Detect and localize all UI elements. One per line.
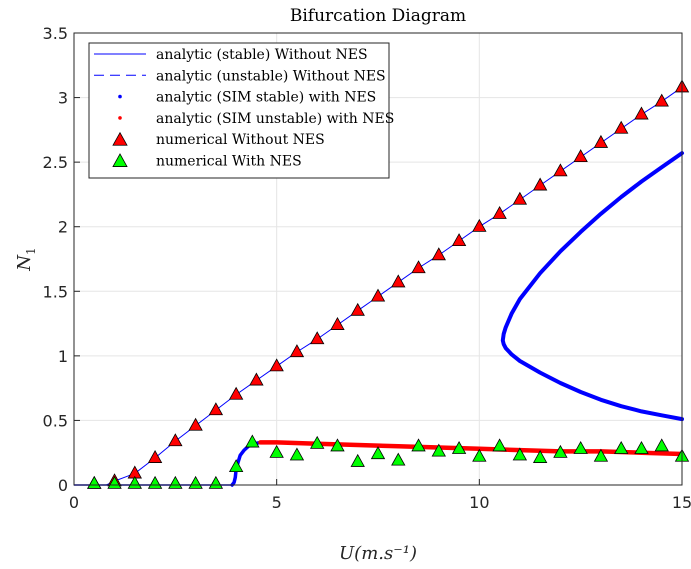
marker-numerical-with-nes xyxy=(553,444,568,458)
axis-ticks: 0 5 10 15 0 0.5 1 1.5 2 2.5 3 3.5 xyxy=(43,24,691,512)
marker-numerical-without-nes xyxy=(492,205,507,219)
y-tick-label: 1.5 xyxy=(43,282,68,301)
marker-numerical-without-nes xyxy=(188,417,203,431)
y-axis-label: N1 xyxy=(14,247,38,271)
marker-numerical-without-nes xyxy=(472,218,487,232)
x-tick-label: 15 xyxy=(672,493,691,512)
marker-numerical-with-nes xyxy=(289,447,305,461)
y-axis-label-subscript: 1 xyxy=(24,247,38,255)
marker-numerical-without-nes xyxy=(289,344,305,358)
marker-numerical-without-nes xyxy=(512,191,528,205)
marker-numerical-without-nes xyxy=(208,402,224,416)
marker-numerical-with-nes xyxy=(492,438,507,452)
marker-numerical-without-nes xyxy=(269,358,284,372)
marker-numerical-without-nes xyxy=(350,302,365,316)
legend-swatch-triangle xyxy=(112,153,128,167)
legend-swatch-dot xyxy=(118,94,122,99)
marker-numerical-with-nes xyxy=(614,440,629,454)
marker-numerical-without-nes xyxy=(147,450,163,463)
marker-numerical-with-nes xyxy=(391,452,406,466)
y-axis-label-main: N xyxy=(14,254,35,272)
legend-swatch-dot xyxy=(118,116,122,120)
marker-numerical-without-nes xyxy=(593,134,609,148)
marker-numerical-without-nes xyxy=(451,233,467,247)
y-tick-label: 2.5 xyxy=(43,153,68,172)
legend-swatch-triangle xyxy=(112,131,128,146)
x-axis-label: U(m.s⁻¹) xyxy=(339,543,417,564)
marker-numerical-without-nes xyxy=(532,177,548,191)
marker-numerical-with-nes xyxy=(411,438,426,452)
x-tick-label: 0 xyxy=(69,493,79,512)
marker-numerical-with-nes xyxy=(245,434,260,448)
marker-numerical-without-nes xyxy=(573,149,588,163)
chart-title: Bifurcation Diagram xyxy=(290,6,466,26)
marker-numerical-with-nes xyxy=(350,453,365,467)
marker-numerical-without-nes xyxy=(654,93,669,107)
y-tick-label: 1 xyxy=(58,347,68,366)
marker-numerical-without-nes xyxy=(370,288,386,302)
y-tick-label: 0 xyxy=(58,476,68,495)
marker-numerical-without-nes xyxy=(249,372,264,386)
marker-numerical-without-nes xyxy=(228,386,244,400)
x-tick-label: 10 xyxy=(469,493,489,512)
legend-entry-label: analytic (stable) Without NES xyxy=(156,47,368,63)
marker-numerical-without-nes xyxy=(330,317,345,330)
marker-numerical-with-nes xyxy=(310,435,325,449)
marker-numerical-with-nes xyxy=(593,448,609,462)
marker-numerical-without-nes xyxy=(411,260,426,274)
marker-numerical-without-nes xyxy=(553,163,568,177)
legend-entry-label: analytic (unstable) Without NES xyxy=(156,68,386,84)
y-tick-label: 3 xyxy=(58,89,68,108)
legend-entry-label: analytic (SIM unstable) with NES xyxy=(156,111,394,127)
marker-numerical-with-nes xyxy=(532,450,548,463)
marker-numerical-without-nes xyxy=(168,433,183,447)
y-tick-label: 3.5 xyxy=(43,24,68,43)
marker-numerical-without-nes xyxy=(310,331,325,345)
marker-numerical-without-nes xyxy=(634,106,649,120)
marker-numerical-with-nes xyxy=(573,440,588,454)
marker-numerical-with-nes xyxy=(451,440,467,454)
x-tick-label: 5 xyxy=(272,493,282,512)
y-tick-label: 0.5 xyxy=(43,411,68,430)
marker-numerical-with-nes xyxy=(654,438,669,452)
plot-frame xyxy=(73,32,683,486)
marker-numerical-with-nes xyxy=(228,459,244,473)
legend-box xyxy=(88,42,390,179)
marker-numerical-without-nes xyxy=(431,247,446,261)
marker-numerical-with-nes xyxy=(634,440,649,454)
marker-numerical-without-nes xyxy=(614,120,629,134)
legend-entry-label: numerical With NES xyxy=(156,154,302,170)
marker-numerical-without-nes xyxy=(391,274,406,288)
marker-numerical-with-nes xyxy=(330,438,345,452)
marker-numerical-with-nes xyxy=(512,447,528,461)
series-sim-stable-branch-high xyxy=(500,151,684,422)
marker-numerical-with-nes xyxy=(431,443,446,457)
marker-numerical-with-nes xyxy=(472,448,487,462)
marker-numerical-with-nes xyxy=(370,446,386,460)
marker-numerical-with-nes xyxy=(269,444,284,458)
y-tick-label: 2 xyxy=(58,218,68,237)
legend-entry-label: analytic (SIM stable) with NES xyxy=(156,90,376,106)
legend-entry-label: numerical Without NES xyxy=(156,132,325,148)
legend: analytic (stable) Without NES analytic (u… xyxy=(88,42,394,179)
